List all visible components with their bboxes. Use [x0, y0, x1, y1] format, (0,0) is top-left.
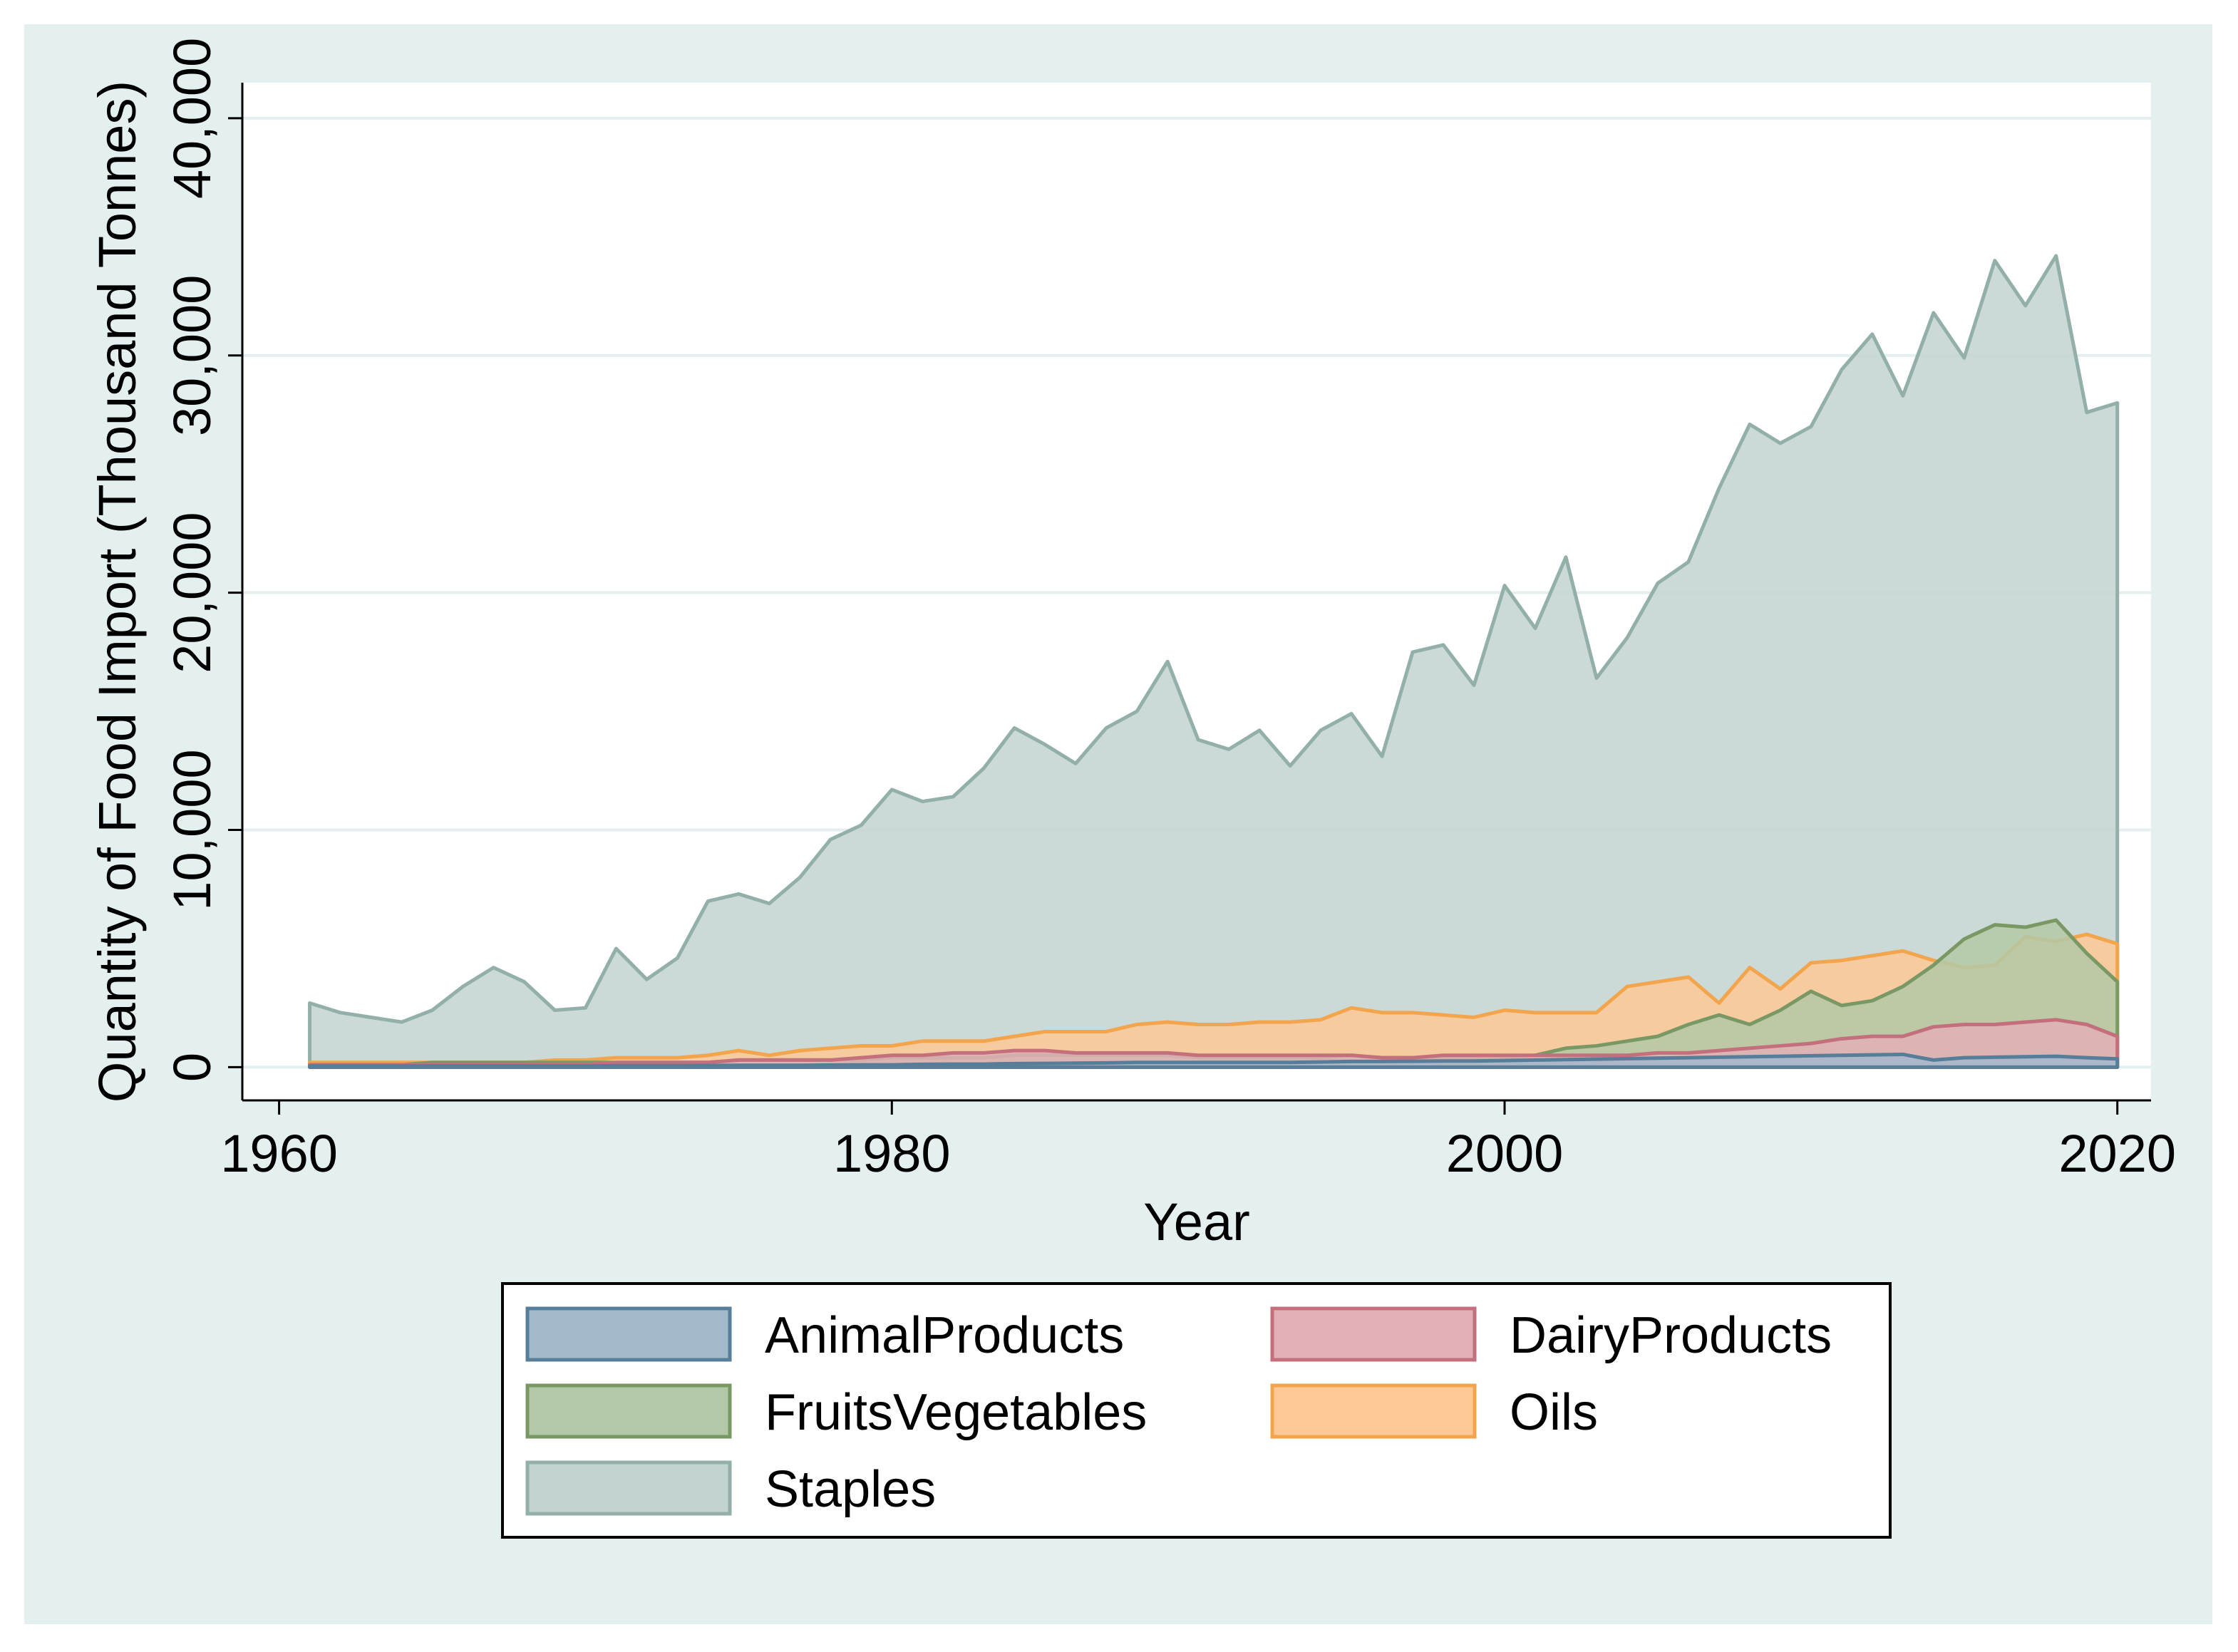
x-tick-label: 2000 [1446, 1124, 1564, 1183]
y-tick-label: 30,000 [163, 275, 222, 436]
axis-ticks: 1960 1980 2000 2020 0 10,000 20,000 30,000 40,00… [163, 38, 2176, 1183]
legend-item-staples: Staples [525, 1460, 936, 1518]
legend-swatch [525, 1383, 732, 1439]
legend-item-fruits-vegetables: FruitsVegetables [525, 1383, 1147, 1441]
x-tick-label: 1980 [833, 1124, 951, 1183]
legend-item-dairy-products: DairyProducts [1270, 1306, 1832, 1364]
legend-label: DairyProducts [1510, 1307, 1832, 1364]
legend-label: AnimalProducts [765, 1307, 1124, 1364]
legend-label: Oils [1510, 1384, 1598, 1441]
area-series-dairy-products [308, 1018, 2120, 1069]
x-axis-title: Year [1143, 1192, 1250, 1251]
legend-swatch [525, 1306, 732, 1362]
legend-label: Staples [765, 1461, 936, 1518]
legend-swatch [1270, 1306, 1477, 1362]
y-tick-label: 20,000 [163, 512, 222, 673]
legend-swatch [525, 1460, 732, 1516]
legend-swatch [1270, 1383, 1477, 1439]
legend-label: FruitsVegetables [765, 1384, 1147, 1441]
y-tick-label: 40,000 [163, 38, 222, 199]
legend: AnimalProducts DairyProducts FruitsVegetab… [501, 1282, 1892, 1539]
y-tick-label: 10,000 [163, 749, 222, 910]
area-series-animal-products [308, 1052, 2120, 1069]
legend-item-oils: Oils [1270, 1383, 1598, 1441]
y-tick-label: 0 [163, 1053, 222, 1082]
area-series-staples [308, 254, 2120, 1069]
x-tick-label: 1960 [220, 1124, 338, 1183]
x-tick-label: 2020 [2058, 1124, 2176, 1183]
y-axis-title: Quantity of Food Import (Thousand Tonnes… [88, 81, 147, 1103]
axes [241, 83, 2151, 1102]
legend-item-animal-products: AnimalProducts [525, 1306, 1124, 1364]
area-series-layer [308, 254, 2120, 1069]
legend-box [501, 1282, 1892, 1539]
